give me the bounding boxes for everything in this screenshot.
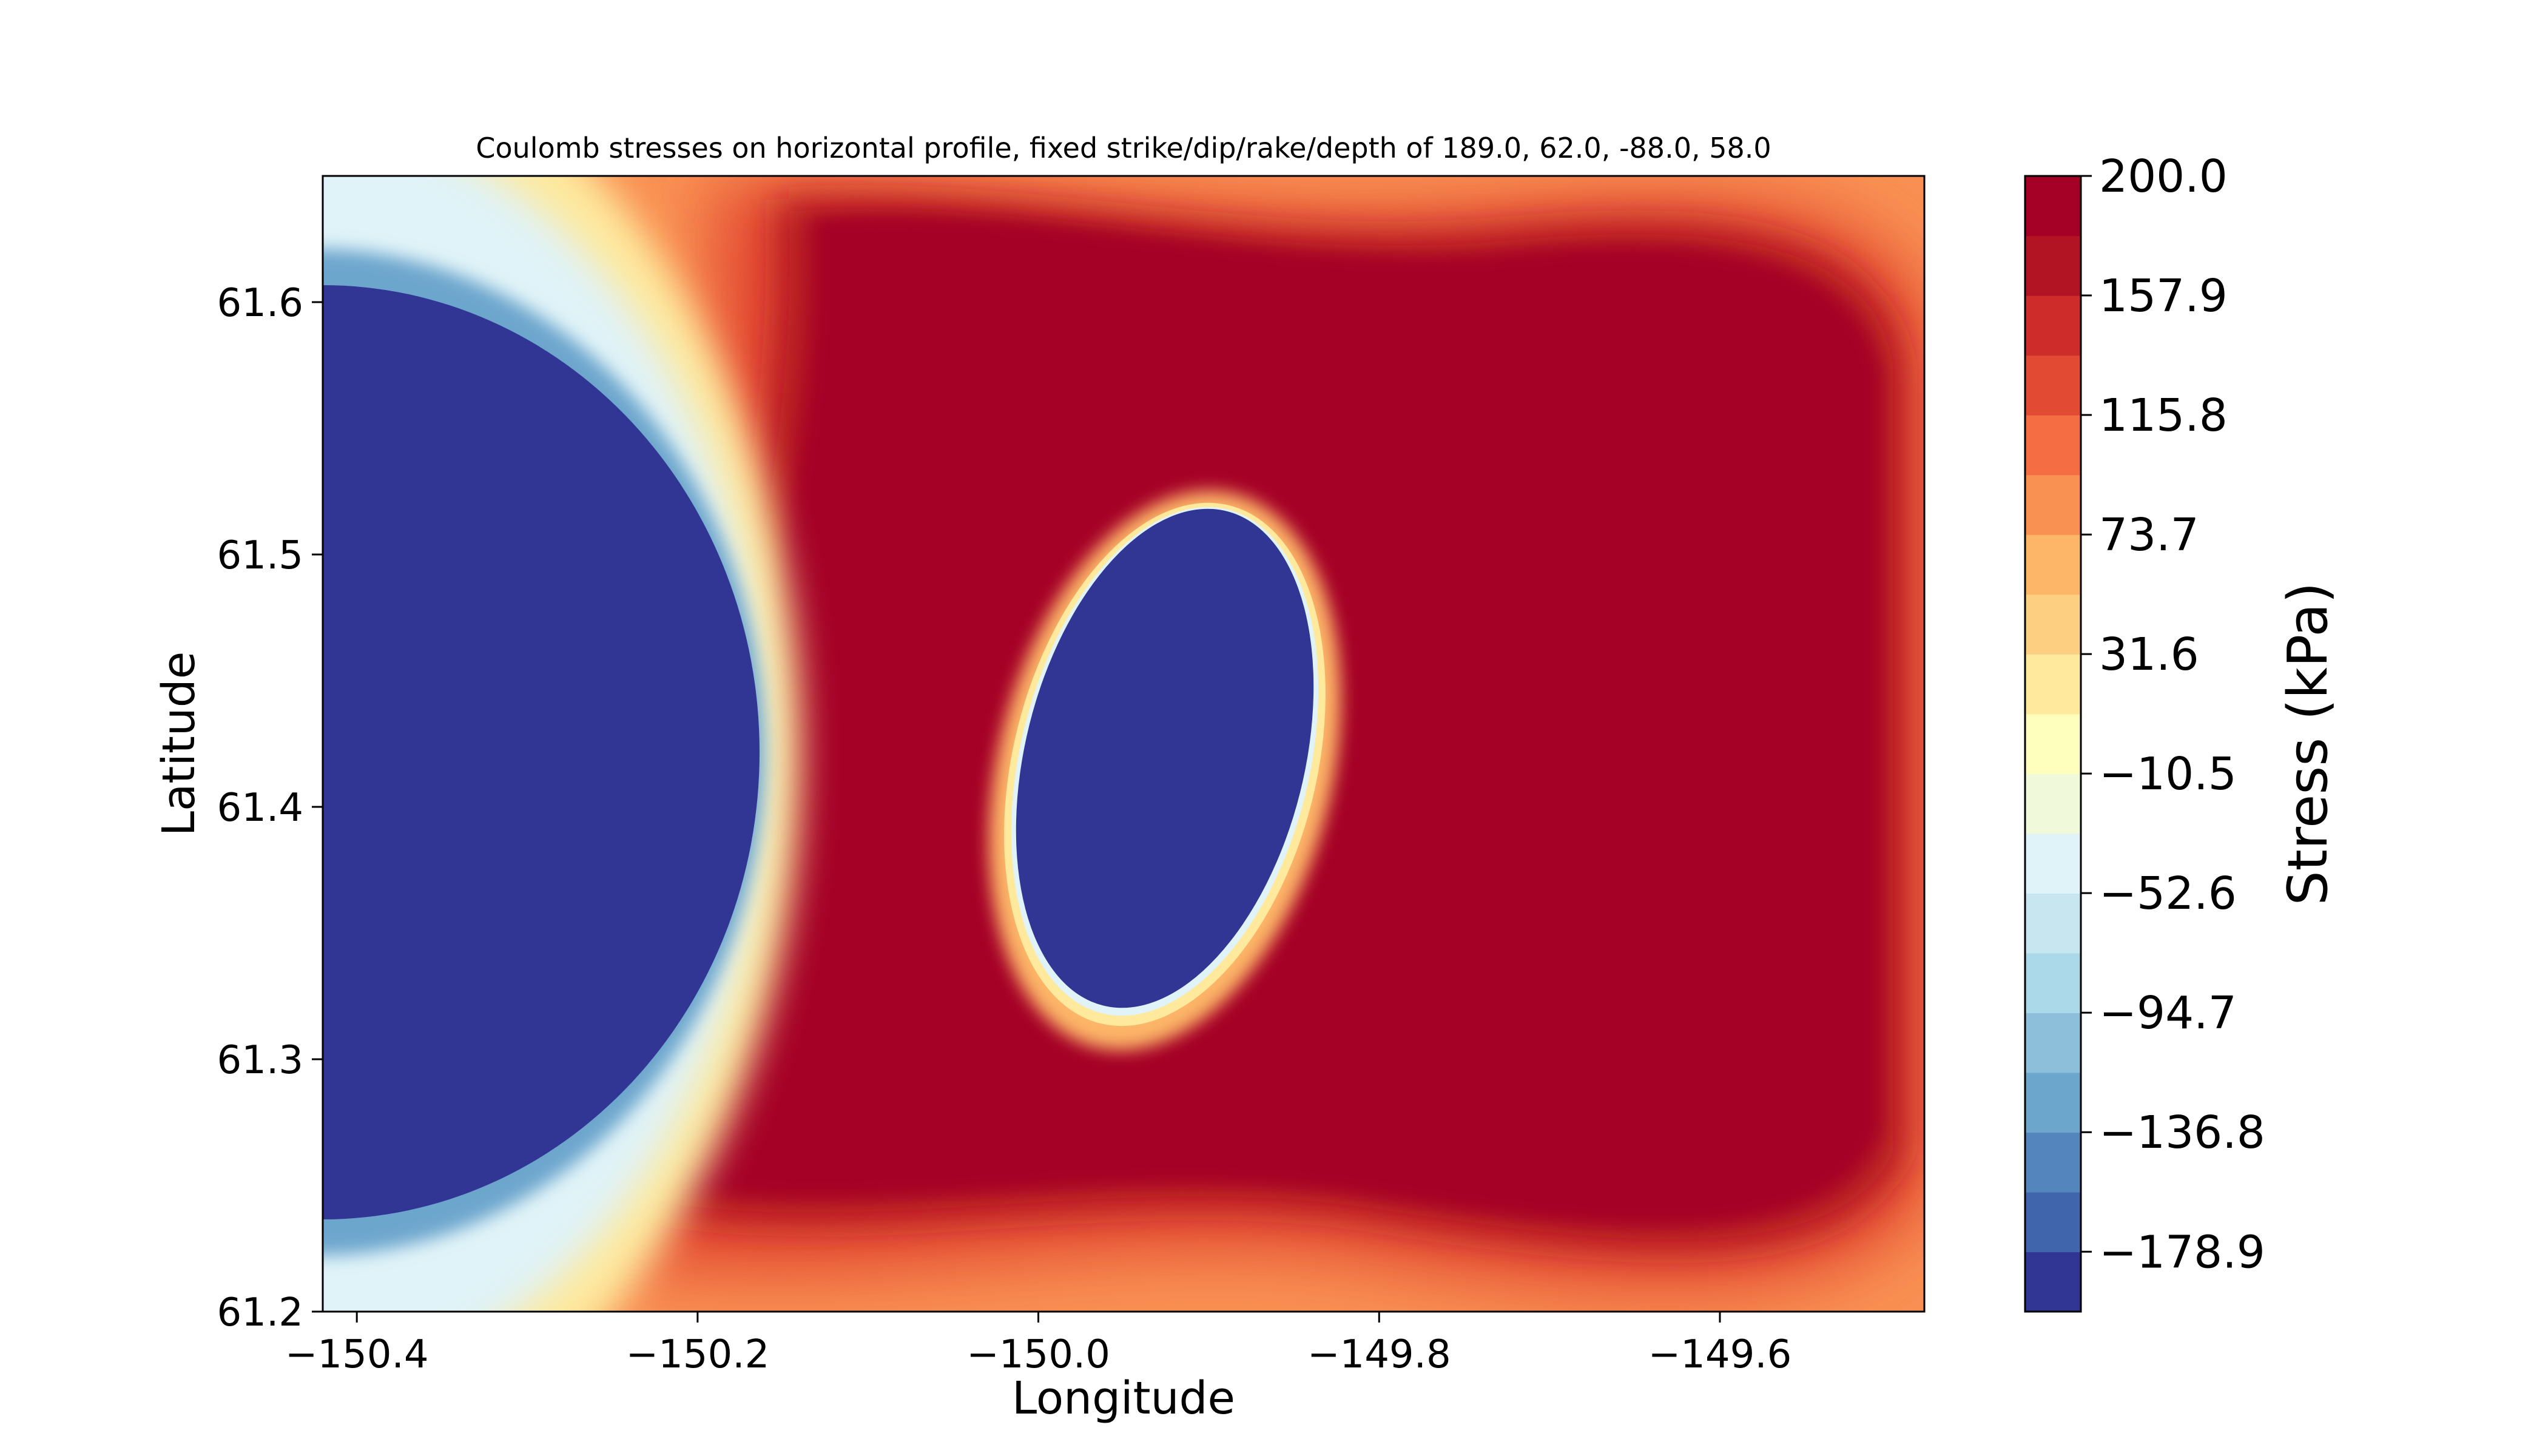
colorbar-tick-label: 115.8	[2099, 389, 2228, 442]
colorbar-tick-label: −94.7	[2099, 987, 2237, 1039]
colorbar-tick-label: 200.0	[2099, 150, 2228, 203]
colorbar-level	[2025, 474, 2081, 535]
colorbar-label: Stress (kPa)	[2276, 582, 2340, 906]
colorbar: 200.0 157.9 115.8 73.7 31.6 −10.5 −52.6 −94.7 −1…	[2025, 150, 2265, 1312]
colorbar-level	[2025, 1252, 2081, 1312]
colorbar-level	[2025, 1072, 2081, 1133]
colorbar-level	[2025, 176, 2081, 237]
colorbar-level	[2025, 355, 2081, 416]
colorbar-frame	[2024, 175, 2082, 1313]
colorbar-tick-label: 31.6	[2099, 629, 2199, 681]
colorbar-tick-label: −52.6	[2099, 868, 2237, 920]
colorbar-tick-label: −136.8	[2099, 1107, 2265, 1159]
x-axis: −150.4 −150.2 −150.0 −149.8 −149.6	[285, 1312, 1792, 1377]
colorbar-level	[2025, 1132, 2081, 1193]
colorbar-tick-label: −10.5	[2099, 748, 2237, 800]
colorbar-level	[2025, 893, 2081, 954]
colorbar-level	[2025, 235, 2081, 296]
colorbar-level	[2025, 594, 2081, 655]
colorbar-level	[2025, 415, 2081, 476]
x-tick-label: −149.6	[1648, 1332, 1792, 1377]
colorbar-tick-label: 157.9	[2099, 270, 2228, 322]
colorbar-tick-label: 73.7	[2099, 509, 2199, 561]
x-tick-label: −150.4	[285, 1332, 429, 1377]
plot-area	[323, 176, 1924, 1312]
colorbar-level	[2025, 952, 2081, 1013]
colorbar-level	[2025, 713, 2081, 774]
colorbar-level	[2025, 654, 2081, 715]
center-negative-lobe	[1016, 508, 1314, 1008]
x-tick-label: −149.8	[1307, 1332, 1451, 1377]
x-axis-label: Longitude	[1012, 1372, 1235, 1424]
y-axis: 61.2 61.3 61.4 61.5 61.6	[217, 281, 323, 1335]
plot-frame	[322, 175, 1926, 1313]
colorbar-level	[2025, 774, 2081, 834]
y-tick-label: 61.5	[217, 533, 304, 578]
y-tick-label: 61.4	[217, 786, 304, 831]
colorbar-level	[2025, 833, 2081, 894]
chart-title: Coulomb stresses on horizontal profile, …	[476, 132, 1771, 164]
left-negative-lobe	[323, 285, 760, 1219]
y-axis-label: Latitude	[153, 652, 205, 837]
colorbar-level	[2025, 534, 2081, 595]
colorbar-tick-label: −178.9	[2099, 1226, 2265, 1278]
colorbar-level	[2025, 1013, 2081, 1073]
y-tick-label: 61.2	[217, 1290, 304, 1335]
x-tick-label: −150.2	[625, 1332, 769, 1377]
y-tick-label: 61.6	[217, 281, 304, 326]
colorbar-level	[2025, 1191, 2081, 1253]
x-tick-label: −150.0	[966, 1332, 1110, 1377]
y-tick-label: 61.3	[217, 1038, 304, 1083]
colorbar-level	[2025, 295, 2081, 356]
